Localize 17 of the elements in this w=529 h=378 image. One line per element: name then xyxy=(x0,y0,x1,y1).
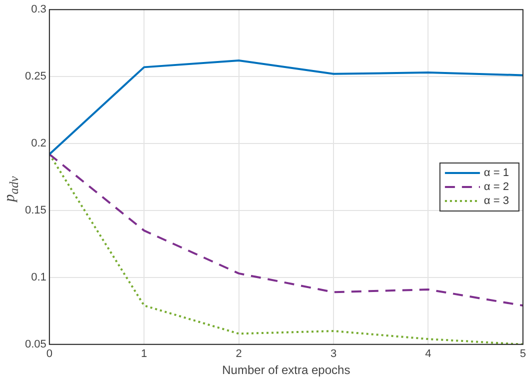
y-tick-label: 0.3 xyxy=(31,4,46,16)
x-tick-label: 1 xyxy=(141,348,148,360)
y-tick-label: 0.2 xyxy=(31,138,46,150)
x-tick-label: 2 xyxy=(236,348,242,360)
x-axis-title: Number of extra epochs xyxy=(222,363,350,378)
x-tick-label: 3 xyxy=(330,348,337,360)
legend-label: α = 1 xyxy=(484,167,509,180)
y-tick-label: 0.1 xyxy=(31,271,46,284)
line-series xyxy=(49,153,523,307)
x-tick-label: 0 xyxy=(46,348,52,360)
y-tick-label: 0.25 xyxy=(24,70,46,83)
x-tick-label: 5 xyxy=(520,348,526,360)
y-tick-label: 0.15 xyxy=(24,204,46,217)
y-tick-label: 0.05 xyxy=(24,338,46,350)
x-tick-label: 4 xyxy=(425,348,432,360)
legend-label: α = 3 xyxy=(484,195,509,208)
legend-label: α = 2 xyxy=(484,181,509,194)
